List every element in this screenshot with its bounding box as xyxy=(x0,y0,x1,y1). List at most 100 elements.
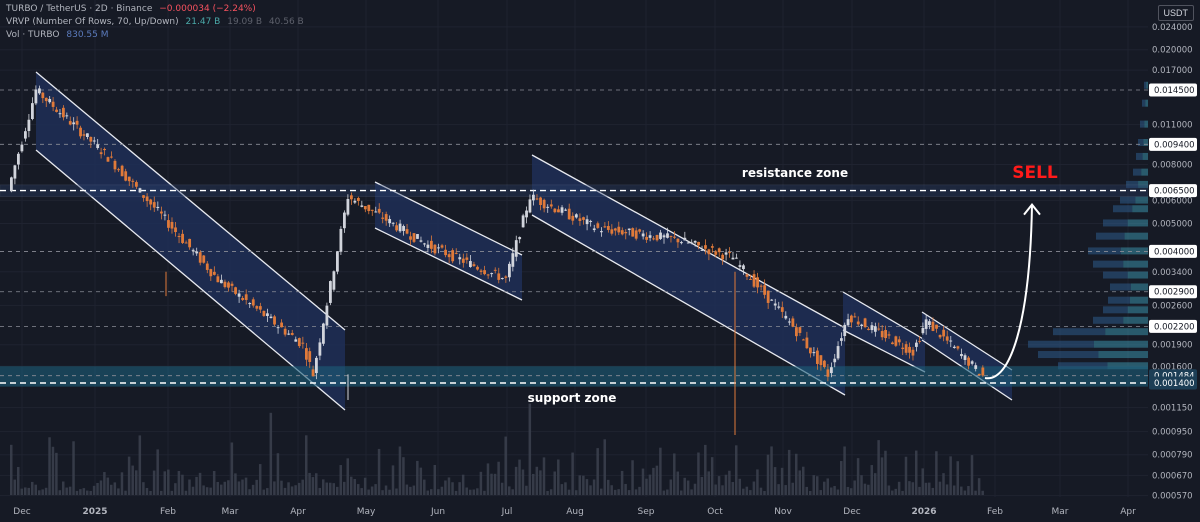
volume-legend[interactable]: Vol · TURBO 830.55 M xyxy=(6,30,109,40)
candle-body-83 xyxy=(301,342,305,344)
volume-value: 830.55 M xyxy=(66,30,109,40)
volume-bar-34 xyxy=(127,456,131,495)
candle-body-115 xyxy=(412,233,416,242)
symbol-title[interactable]: TURBO / TetherUS · 2D · Binance xyxy=(6,4,153,14)
volume-bar-96 xyxy=(346,458,349,495)
currency-button[interactable]: USDT xyxy=(1157,5,1194,21)
profile-bar-up-18 xyxy=(1138,139,1144,147)
volume-bar-185 xyxy=(659,447,662,495)
volume-bar-141 xyxy=(504,436,507,495)
volume-bar-215 xyxy=(763,490,766,495)
price-tick-label: 0.001150 xyxy=(1152,404,1193,414)
volume-bar-10 xyxy=(44,487,48,495)
volume-bar-127 xyxy=(454,490,458,495)
candle-body-40 xyxy=(149,199,153,205)
volume-bar-44 xyxy=(163,471,167,495)
profile-bar-up-21 xyxy=(1144,81,1147,89)
time-axis[interactable]: Dec 2025 Feb Mar Apr May Jun Jul Aug Sep Oct Nov Dec… xyxy=(13,507,1136,517)
volume-bar-17 xyxy=(68,486,72,495)
volume-bar-28 xyxy=(106,477,110,495)
volume-bar-168 xyxy=(600,488,603,495)
candle-body-107 xyxy=(384,214,388,221)
projection-arrowhead xyxy=(1023,202,1041,216)
candle-body-42 xyxy=(156,206,160,209)
volume-bar-211 xyxy=(749,490,752,495)
candle-body-187 xyxy=(666,233,669,238)
volume-bar-207 xyxy=(735,445,738,495)
price-level-tag-text: 0.002200 xyxy=(1154,322,1195,332)
volume-bar-152 xyxy=(542,457,546,495)
volume-bar-252 xyxy=(891,490,894,495)
volume-label[interactable]: Vol · TURBO xyxy=(6,30,60,40)
volume-bar-159 xyxy=(567,489,571,495)
volume-bar-231 xyxy=(819,490,822,495)
volume-bar-27 xyxy=(103,472,106,495)
candle-body-216 xyxy=(766,290,770,303)
channel-upper-line-0 xyxy=(35,71,346,331)
volume-bar-84 xyxy=(305,435,308,495)
price-level-tag xyxy=(1149,83,1197,97)
candle-body-275 xyxy=(970,361,974,364)
price-tick-label: 0.006000 xyxy=(1152,197,1193,207)
vrvp-label[interactable]: VRVP (Number Of Rows, 70, Up/Down) xyxy=(6,17,179,27)
candle-body-221 xyxy=(784,315,788,319)
candle-body-139 xyxy=(497,273,501,280)
volume-bar-176 xyxy=(627,490,631,495)
volume-bar-186 xyxy=(662,490,666,495)
channel-fill-2 xyxy=(532,155,845,395)
volume-bar-198 xyxy=(704,444,707,495)
volume-bar-92 xyxy=(332,483,335,495)
candle-body-217 xyxy=(770,299,774,301)
profile-bar-up-19 xyxy=(1140,120,1145,128)
candle-body-22 xyxy=(86,133,89,137)
candle-body-89 xyxy=(322,323,325,344)
channel-lower-line-3 xyxy=(842,329,926,373)
candle-body-92 xyxy=(332,271,336,290)
candle-body-175 xyxy=(624,231,628,234)
volume-bar-70 xyxy=(255,479,258,495)
candle-body-206 xyxy=(731,257,735,260)
volume-bar-146 xyxy=(521,469,525,495)
volume-bar-38 xyxy=(142,482,145,495)
volume-bar-81 xyxy=(294,485,297,495)
price-axis[interactable]: 0.024000 0.020000 0.017000 0.011000 0.008000… xyxy=(1148,0,1200,502)
sell-label: SELL xyxy=(1012,163,1058,183)
volume-bar-149 xyxy=(532,473,535,495)
candle-body-138 xyxy=(493,269,497,271)
resistance-zone-label: resistance zone xyxy=(742,166,848,180)
volume-bar-53 xyxy=(195,476,198,495)
volume-bar-267 xyxy=(942,473,945,495)
candle-body-238 xyxy=(843,324,847,337)
candle-body-196 xyxy=(697,241,700,246)
profile-bar-down-16 xyxy=(1141,168,1148,176)
volume-bar-130 xyxy=(465,487,468,495)
volume-bar-184 xyxy=(655,465,659,495)
symbol-legend[interactable]: TURBO / TetherUS · 2D · Binance −0.00003… xyxy=(6,4,256,14)
candle-body-102 xyxy=(367,204,371,212)
volume-bar-217 xyxy=(770,446,773,495)
volume-bar-255 xyxy=(901,490,904,495)
candle-body-68 xyxy=(248,303,252,305)
candle-body-248 xyxy=(877,328,881,330)
candle-body-278 xyxy=(981,367,985,376)
candle-body-260 xyxy=(918,340,922,342)
candle-body-227 xyxy=(805,337,809,349)
price-tick-label: 0.008000 xyxy=(1152,161,1193,171)
candle-body-24 xyxy=(92,140,96,142)
price-tick-label: 0.000790 xyxy=(1152,451,1193,461)
channel-fill-3 xyxy=(843,292,925,372)
volume-bar-13 xyxy=(55,452,58,495)
profile-bar-down-15 xyxy=(1138,180,1148,188)
vrvp-legend[interactable]: VRVP (Number Of Rows, 70, Up/Down) 21.47… xyxy=(6,17,304,27)
candle-body-62 xyxy=(227,282,230,288)
volume-bar-164 xyxy=(585,479,589,495)
volume-bar-275 xyxy=(970,455,974,495)
profile-bar-down-14 xyxy=(1135,196,1148,204)
channel-fill-1 xyxy=(375,182,522,300)
projection-curve xyxy=(984,204,1033,380)
projection-arrow xyxy=(984,202,1041,380)
volume-bar-60 xyxy=(220,484,223,495)
volume-bar-238 xyxy=(843,446,846,495)
candle-body-159 xyxy=(567,208,571,220)
